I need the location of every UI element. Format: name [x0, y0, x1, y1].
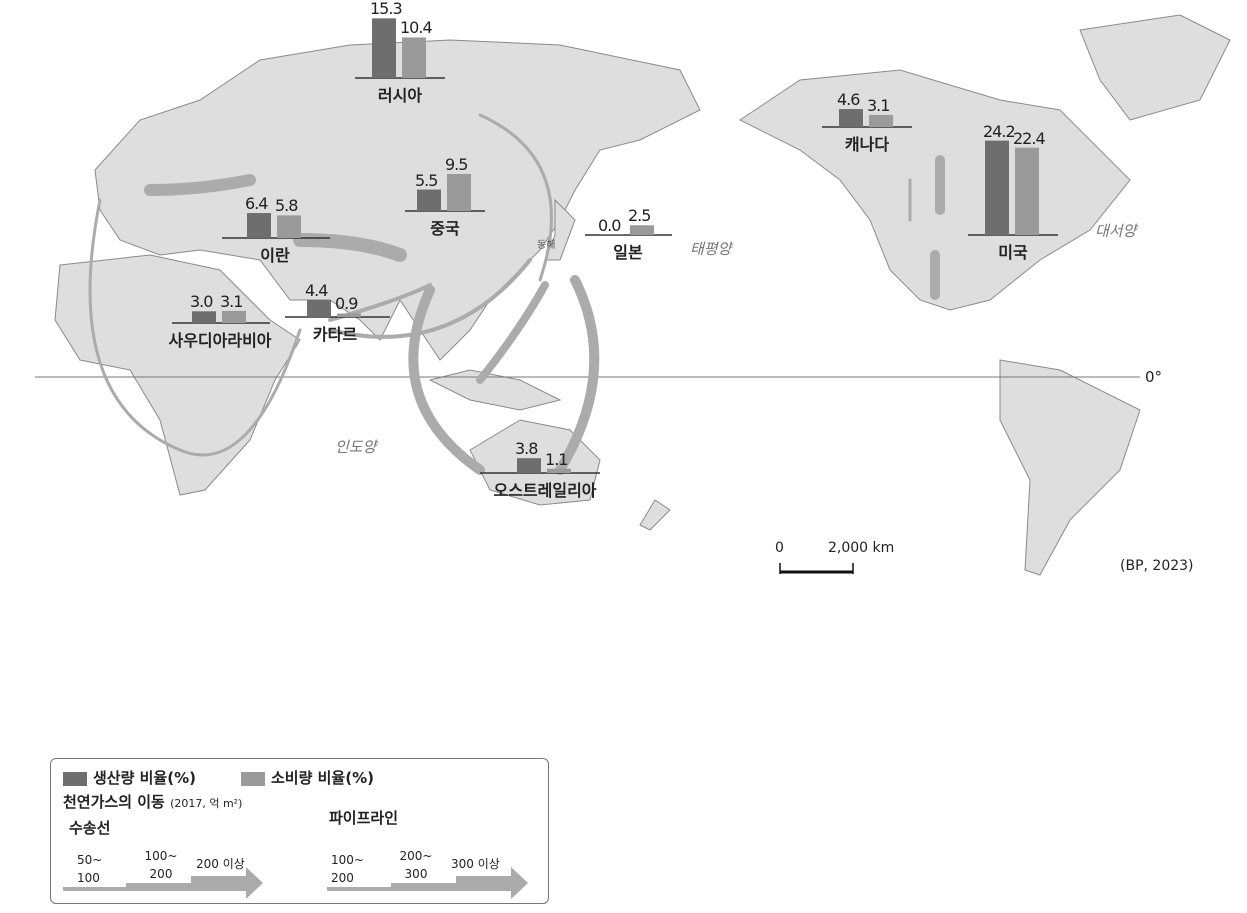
flow-arrow [328, 258, 532, 339]
consumption-swatch [241, 771, 265, 786]
southeast-asia-islands [428, 369, 562, 411]
country-label: 일본 [613, 243, 643, 262]
scale-distance: 2,000 km [828, 540, 895, 556]
country-label: 오스트레일리아 [493, 481, 597, 500]
country-label: 사우디아라비아 [168, 331, 272, 350]
legend-arrows [63, 867, 528, 899]
production-value: 15.3 [370, 0, 403, 19]
ship-class-2: 100~ 200 [144, 849, 178, 881]
country-label: 이란 [260, 246, 290, 265]
legend-production: 생산량 비율(%) [93, 769, 196, 787]
legend-pipeline: 파이프라인 [329, 809, 399, 827]
production-value: 4.6 [837, 90, 860, 110]
production-value: 4.4 [305, 280, 328, 300]
japan-landmass [544, 198, 576, 261]
production-value: 3.8 [515, 439, 538, 459]
source-label: (BP, 2023) [1120, 558, 1194, 574]
country-label: 캐나다 [844, 135, 890, 154]
production-swatch [63, 771, 87, 786]
consumption-value: 2.5 [628, 206, 651, 226]
consumption-bar [402, 37, 426, 78]
south-america-landmass [999, 359, 1141, 576]
country-label: 미국 [998, 243, 1028, 262]
consumption-value: 22.4 [1013, 128, 1046, 148]
africa-landmass [54, 254, 301, 496]
country-label: 중국 [430, 219, 460, 238]
country-label: 카타르 [312, 325, 358, 344]
consumption-value: 5.8 [275, 196, 298, 216]
east-sea-label: 동해 [537, 240, 556, 251]
production-bar [839, 109, 863, 127]
consumption-bar [447, 173, 471, 211]
production-bar [417, 189, 441, 211]
flow-arrow [476, 281, 549, 384]
pipe-class-3: 300 이상 [451, 857, 500, 871]
world-map [35, 14, 1231, 576]
consumption-bar [869, 114, 893, 127]
ship-class-1: 50~ 100 [77, 853, 103, 885]
pipe-class-1: 100~ 200 [331, 853, 364, 885]
consumption-bar [337, 313, 361, 317]
ship-arrow [63, 867, 263, 899]
consumption-value: 3.1 [867, 95, 890, 115]
pipe-arrow [327, 867, 528, 899]
greenland-landmass [1079, 14, 1231, 121]
consumption-value: 1.1 [545, 449, 568, 469]
flow-arrow [555, 275, 600, 475]
consumption-value: 10.4 [400, 18, 433, 38]
indian-ocean-label: 인도양 [335, 438, 377, 456]
flow-arrow [144, 174, 256, 196]
legend: 생산량 비율(%) 소비량 비율(%) 천연가스의 이동 (2017, 억 m²… [50, 758, 549, 904]
production-value: 5.5 [415, 170, 438, 190]
production-bar [517, 458, 541, 473]
consumption-bar [1015, 147, 1039, 235]
production-value: 3.0 [190, 292, 213, 312]
production-value: 0.0 [598, 215, 621, 235]
consumption-value: 3.1 [220, 291, 243, 311]
pipe-class-2: 200~ 300 [399, 849, 433, 881]
consumption-bar [277, 215, 301, 238]
consumption-bar [222, 310, 246, 323]
production-bar [307, 299, 331, 317]
consumption-value: 9.5 [445, 154, 468, 174]
atlantic-label: 대서양 [1095, 222, 1137, 240]
production-bar [372, 18, 396, 78]
flow-arrow [293, 233, 407, 262]
consumption-bar [630, 225, 654, 235]
production-bar [600, 234, 624, 235]
production-bar [192, 311, 216, 323]
country-label: 러시아 [377, 86, 423, 105]
flow-arrow [408, 285, 485, 475]
legend-consumption: 소비량 비율(%) [271, 769, 374, 787]
scale-zero: 0 [775, 540, 784, 556]
legend-title: 천연가스의 이동 [63, 793, 165, 811]
pacific-label: 태평양 [690, 240, 732, 258]
equator-label: 0° [1145, 368, 1163, 386]
legend-title-note: (2017, 억 m²) [170, 797, 243, 810]
new-zealand-landmass [639, 499, 671, 531]
production-value: 24.2 [983, 121, 1016, 141]
flow-arrow [88, 198, 302, 457]
production-bar [247, 213, 271, 238]
scale-bar [779, 563, 854, 574]
consumption-value: 0.9 [335, 294, 358, 314]
consumption-bar [547, 468, 571, 473]
production-value: 6.4 [245, 194, 268, 214]
legend-ship: 수송선 [69, 819, 111, 837]
ship-class-3: 200 이상 [196, 857, 245, 871]
flow-arrow [478, 113, 553, 282]
gas-flows [88, 113, 945, 475]
production-bar [985, 140, 1009, 235]
